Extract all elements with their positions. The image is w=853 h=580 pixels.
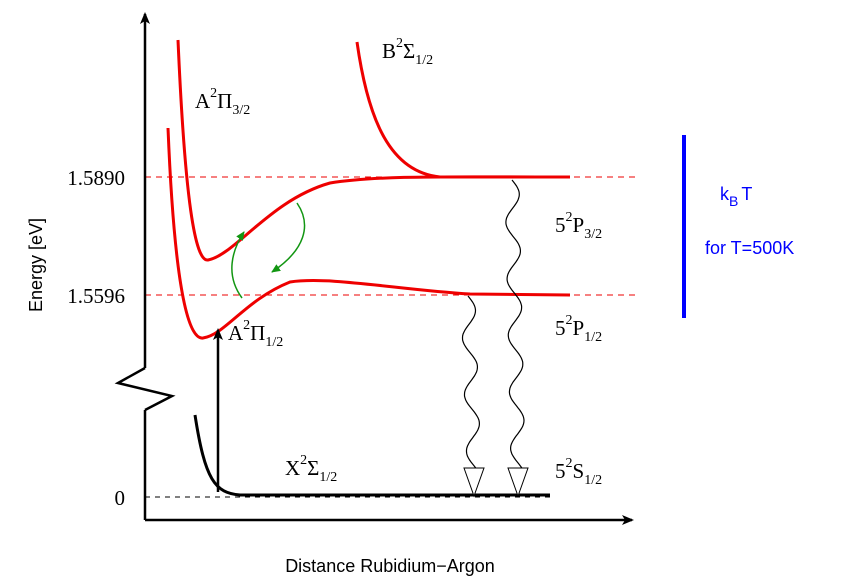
emission-arrows (461, 179, 529, 498)
curve-label: X2Σ1/2 (285, 453, 337, 485)
potential-curve (193, 414, 550, 497)
axis-break (114, 366, 176, 412)
transfer-arrow (271, 202, 306, 273)
level-label: 52P1/2 (555, 313, 602, 345)
potential-curve (166, 127, 571, 340)
potential-curve (355, 41, 570, 179)
wavy-arrow (461, 295, 481, 469)
curve-label: A2Π3/2 (195, 86, 250, 118)
y-axis-label: Energy [eV] (26, 218, 46, 312)
tick-label: 0 (115, 486, 126, 510)
tick-label: 1.5890 (67, 166, 125, 190)
level-label: 52P3/2 (555, 210, 602, 242)
wavy-arrow (505, 179, 525, 469)
potential-curve (176, 39, 571, 262)
curve-label: A2Π1/2 (228, 318, 283, 350)
arrow-head (507, 467, 529, 498)
kt-note: for T=500K (705, 238, 794, 258)
level-label: 52S1/2 (555, 456, 602, 488)
transfer-arrow (231, 231, 245, 299)
x-axis-label: Distance Rubidium−Argon (285, 556, 495, 576)
arrow-head (463, 467, 485, 498)
kt-label: kB T (720, 184, 752, 209)
tick-label: 1.5596 (67, 284, 125, 308)
curve-label: B2Σ1/2 (382, 36, 433, 68)
